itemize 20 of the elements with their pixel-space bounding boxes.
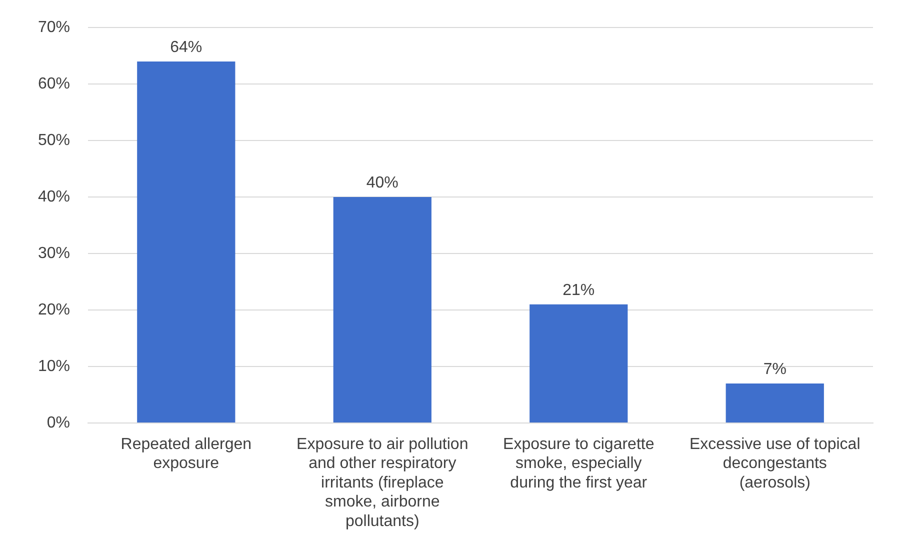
y-tick-label: 70% [38,19,70,36]
data-label: 21% [562,282,595,299]
bar [137,61,236,422]
y-tick-label: 60% [38,75,70,92]
bar [726,383,824,422]
data-label: 7% [763,360,786,378]
data-label: 40% [366,174,398,192]
y-tick-label: 50% [38,132,70,149]
x-tick-label: Excessive use of topical decongestants (aerosols) [690,436,860,492]
y-tick-label: 40% [38,188,70,206]
y-tick-label: 10% [38,358,70,375]
bar [530,304,628,422]
x-tick-label: Exposure to cigarette smoke, especially during the first year [503,436,654,492]
y-tick-label: 30% [38,244,70,262]
y-tick-label: 0% [46,414,70,432]
data-label: 64% [170,38,202,56]
bar [333,197,432,422]
y-tick-label: 20% [38,301,70,318]
x-tick-label: Repeated allergen exposure [120,436,252,472]
x-tick-label: Exposure to air pollution and other respiratory irritants (fireplace smoke, airborne pollutants) [296,436,468,530]
